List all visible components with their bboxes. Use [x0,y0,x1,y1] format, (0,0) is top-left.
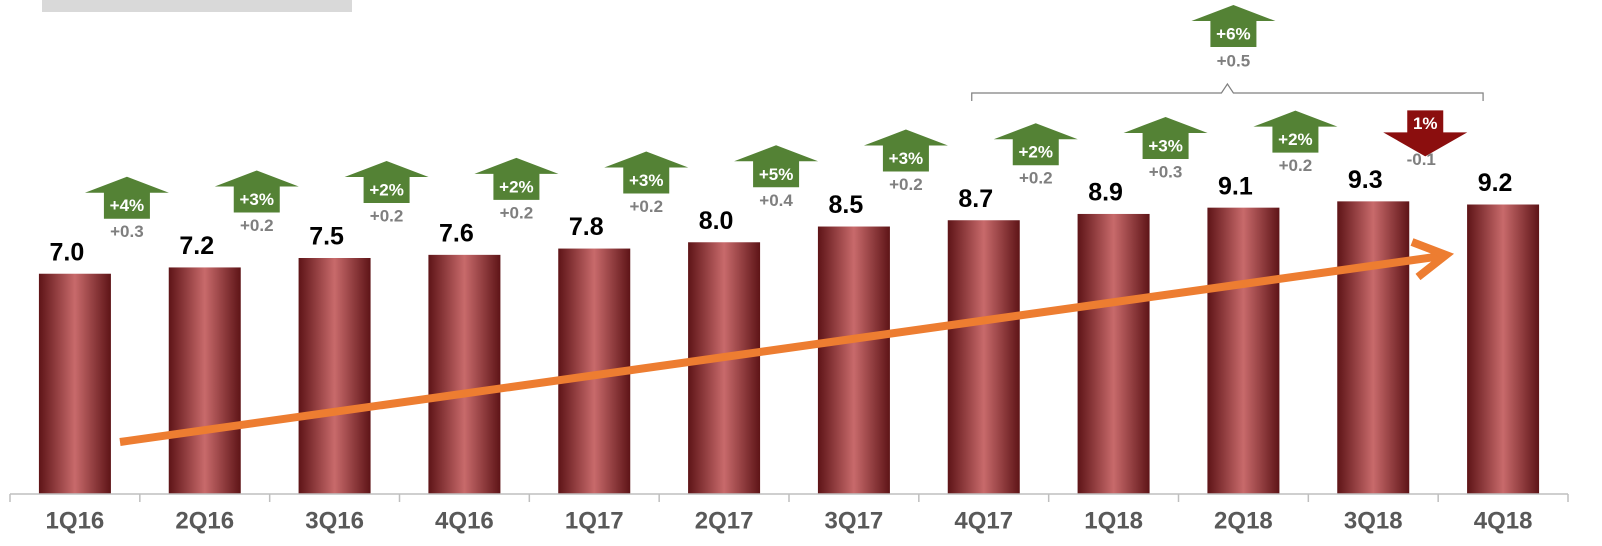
change-abs: +0.2 [500,203,534,222]
change-arrow [84,176,169,219]
change-abs: +0.2 [1019,169,1053,188]
change-abs: +0.2 [629,197,663,216]
change-abs: -0.1 [1407,150,1436,169]
period-pct: +6% [1216,24,1251,43]
change-pct: +2% [499,177,534,196]
bar [817,226,890,495]
bar [1337,201,1410,495]
change-arrow [214,170,299,213]
x-tick-label: 3Q17 [825,507,884,534]
bracket [971,82,1484,101]
change-abs: +0.2 [240,216,274,235]
x-tick-label: 4Q17 [954,507,1013,534]
change-arrow [734,145,819,188]
x-tick-label: 3Q18 [1344,507,1403,534]
value-label: 8.7 [958,185,993,213]
change-abs: +0.2 [370,206,404,225]
change-arrow [863,129,948,172]
trend-head [1410,238,1455,281]
change-abs: +0.3 [110,222,144,241]
bar [298,258,371,494]
change-pct: +3% [240,190,275,209]
bar [168,267,241,494]
change-arrow [604,151,689,194]
period-abs: +0.5 [1217,51,1251,70]
change-pct: +4% [110,196,145,215]
value-label: 9.2 [1478,169,1513,197]
change-arrow [1253,110,1338,153]
change-arrow [1191,5,1276,47]
x-tick-label: 4Q16 [435,507,494,534]
change-abs: +0.4 [759,191,793,210]
x-tick-label: 1Q18 [1084,507,1143,534]
x-tick-label: 2Q17 [695,507,754,534]
x-tick-label: 3Q16 [305,507,364,534]
change-arrow [993,123,1078,166]
change-pct: +3% [1148,136,1183,155]
value-label: 7.8 [569,213,604,241]
change-pct: 1% [1413,114,1438,133]
value-label: 8.5 [829,191,864,219]
change-arrow [1123,116,1208,159]
header-box [42,0,352,12]
bar [428,254,501,494]
change-arrow [344,161,429,203]
change-pct: +2% [1278,130,1313,149]
bar [1207,207,1280,495]
change-abs: +0.3 [1149,162,1183,181]
change-pct: +5% [759,165,794,184]
x-tick-label: 1Q16 [46,507,105,534]
x-tick-label: 1Q17 [565,507,624,534]
x-tick-label: 2Q16 [175,507,234,534]
change-pct: +3% [889,149,924,168]
value-label: 7.6 [439,219,474,247]
bar [1077,213,1150,495]
value-label: 8.0 [699,207,734,235]
x-tick-label: 4Q18 [1474,507,1533,534]
value-label: 7.0 [50,238,85,266]
value-label: 8.9 [1088,179,1123,207]
value-label: 7.5 [309,223,344,251]
change-pct: +2% [1019,143,1054,162]
bar [1467,204,1540,495]
bar [38,273,111,494]
change-abs: +0.2 [889,175,923,194]
change-pct: +2% [369,180,404,199]
change-pct: +3% [629,171,664,190]
value-label: 7.2 [179,232,214,260]
trend-line [119,252,1443,446]
change-abs: +0.2 [1279,156,1313,175]
value-label: 9.3 [1348,166,1383,194]
bar [688,242,761,494]
value-label: 9.1 [1218,172,1253,200]
change-arrow [1383,110,1468,157]
x-tick-label: 2Q18 [1214,507,1273,534]
bar [947,220,1020,495]
change-arrow [474,157,559,200]
